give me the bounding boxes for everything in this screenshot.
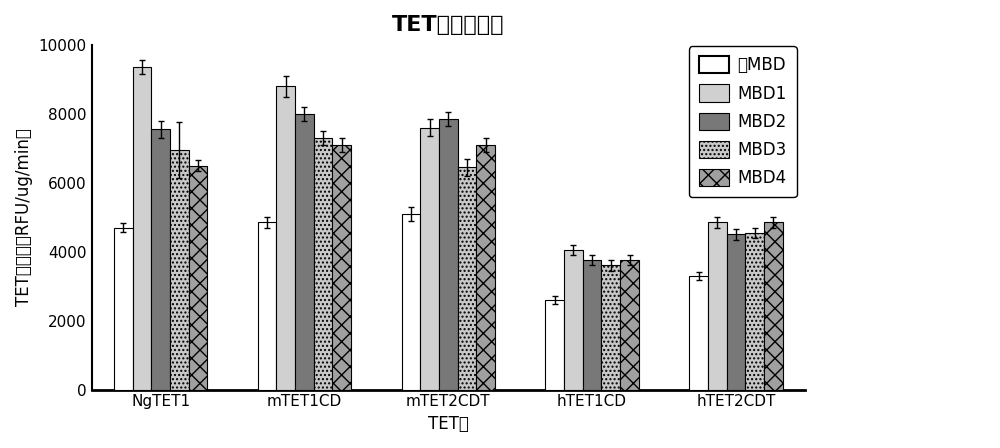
X-axis label: TET酶: TET酶 [428,415,469,433]
Bar [276,86,295,390]
Bar [583,260,601,390]
Bar [439,119,458,390]
Bar [620,260,639,390]
Bar [745,233,764,390]
Bar [189,165,207,390]
Bar [420,128,439,390]
Bar [170,150,189,390]
Bar [689,276,708,390]
Bar [764,222,783,390]
Bar [458,167,476,390]
Bar [133,67,151,390]
Bar [402,214,420,390]
Bar [151,129,170,390]
Bar [564,250,583,390]
Bar [727,234,745,390]
Bar [476,145,495,390]
Bar [545,300,564,390]
Title: TET酶活性测试: TET酶活性测试 [392,15,505,35]
Bar [601,266,620,390]
Legend: 无MBD, MBD1, MBD2, MBD3, MBD4: 无MBD, MBD1, MBD2, MBD3, MBD4 [689,46,797,197]
Bar [295,114,314,390]
Bar [314,138,332,390]
Bar [708,222,727,390]
Y-axis label: TET酶活性（RFU/ug/min）: TET酶活性（RFU/ug/min） [15,128,33,306]
Bar [114,228,133,390]
Bar [258,222,276,390]
Bar [332,145,351,390]
